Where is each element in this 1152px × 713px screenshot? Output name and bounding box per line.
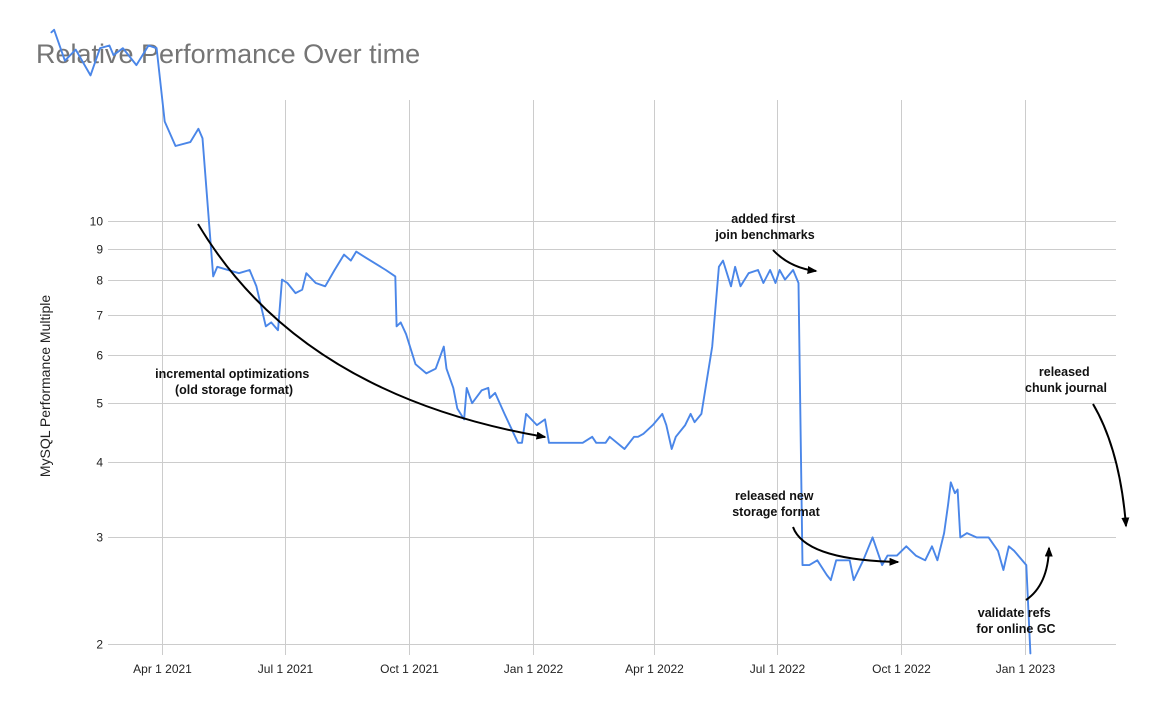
arrow-released-new-storage-format bbox=[792, 526, 900, 566]
arrow-released-chunk-journal bbox=[1092, 403, 1130, 528]
gridlines bbox=[108, 100, 1116, 655]
chart-title: Relative Performance Over time bbox=[36, 39, 420, 69]
y-tick-label: 5 bbox=[96, 397, 103, 411]
arrow-validate-refs bbox=[1025, 546, 1053, 601]
x-tick-label: Oct 1 2022 bbox=[872, 662, 931, 676]
annotation-line: incremental optimizations bbox=[155, 367, 309, 381]
arrow-incremental-optimizations bbox=[197, 223, 547, 440]
x-tick-label: Jul 1 2022 bbox=[750, 662, 806, 676]
annotation-line: released new bbox=[735, 489, 814, 503]
x-tick-label: Jan 1 2023 bbox=[996, 662, 1056, 676]
arrow-added-join-benchmarks bbox=[772, 249, 818, 274]
annotation-line: storage format bbox=[732, 505, 820, 519]
y-tick-label: 2 bbox=[96, 638, 103, 652]
annotations: incremental optimizations (old storage f… bbox=[155, 212, 1130, 636]
x-tick-label: Apr 1 2021 bbox=[133, 662, 192, 676]
annotation-line: join benchmarks bbox=[714, 228, 814, 242]
annotation-line: chunk journal bbox=[1025, 381, 1107, 395]
x-tick-label: Jul 1 2021 bbox=[258, 662, 314, 676]
y-tick-label: 10 bbox=[90, 215, 104, 229]
x-tick-label: Oct 1 2021 bbox=[380, 662, 439, 676]
annotation-validate-refs: validate refs for online GC bbox=[976, 606, 1055, 636]
series-line-0 bbox=[50, 28, 1032, 655]
annotation-line: released bbox=[1039, 365, 1090, 379]
x-tick-label: Jan 1 2022 bbox=[504, 662, 564, 676]
annotation-line: (old storage format) bbox=[175, 383, 293, 397]
annotation-line: for online GC bbox=[976, 622, 1055, 636]
y-tick-label: 6 bbox=[96, 349, 103, 363]
annotation-line: added first bbox=[731, 212, 796, 226]
annotation-released-new-storage-format: released new storage format bbox=[732, 489, 820, 519]
y-axis-title: MySQL Performance Multiple bbox=[37, 295, 53, 478]
y-tick-label: 3 bbox=[96, 531, 103, 545]
series-layer bbox=[50, 28, 1032, 655]
x-tick-label: Apr 1 2022 bbox=[625, 662, 684, 676]
y-axis-tick-labels: 2 3 4 5 6 7 8 9 10 bbox=[90, 215, 104, 652]
annotation-released-chunk-journal: released chunk journal bbox=[1025, 365, 1107, 395]
y-tick-label: 8 bbox=[96, 274, 103, 288]
x-axis-tick-labels: Apr 1 2021 Jul 1 2021 Oct 1 2021 Jan 1 2022… bbox=[133, 662, 1055, 676]
annotation-line: validate refs bbox=[978, 606, 1051, 620]
y-tick-label: 9 bbox=[96, 243, 103, 257]
y-tick-label: 4 bbox=[96, 456, 103, 470]
annotation-incremental-optimizations: incremental optimizations (old storage f… bbox=[155, 367, 313, 397]
y-tick-label: 7 bbox=[96, 309, 103, 323]
annotation-added-join-benchmarks: added first join benchmarks bbox=[714, 212, 814, 242]
